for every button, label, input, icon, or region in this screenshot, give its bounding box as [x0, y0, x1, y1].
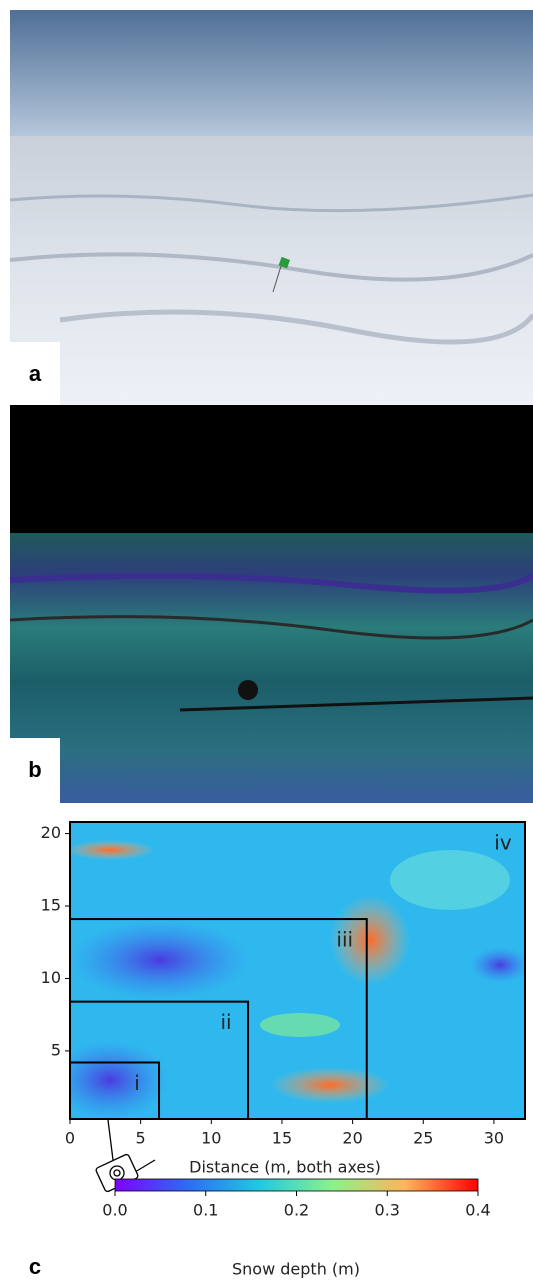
photo-panel: a	[9, 10, 533, 405]
colorbar	[114, 1178, 479, 1192]
render-panel: b	[9, 405, 533, 803]
region-label: iv	[494, 831, 512, 855]
heatmap	[70, 822, 525, 1119]
x-tick-label: 20	[342, 1129, 362, 1148]
colorbar-tick-label: 0.3	[375, 1201, 400, 1220]
y-tick-label: 15	[41, 896, 61, 915]
y-tick-label: 20	[41, 823, 61, 842]
region-label: i	[134, 1071, 140, 1095]
region-label: ii	[220, 1010, 231, 1034]
panel-label: b	[28, 757, 41, 782]
region-box	[69, 821, 526, 1120]
y-tick-label: 5	[51, 1040, 61, 1059]
panel-label: c	[29, 1254, 41, 1279]
x-axis-label: Distance (m, both axes)	[189, 1158, 381, 1177]
panel-label: a	[29, 361, 42, 386]
colorbar-tick-label: 0.4	[465, 1201, 490, 1220]
colorbar-tick-label: 0.2	[284, 1201, 309, 1220]
colorbar-label: Snow depth (m)	[232, 1260, 360, 1279]
region-label: iii	[336, 928, 353, 952]
x-tick-label: 25	[413, 1129, 433, 1148]
x-tick-label: 5	[136, 1129, 146, 1148]
colorbar-tick-label: 0.0	[102, 1201, 127, 1220]
colorbar-tick-label: 0.1	[193, 1201, 218, 1220]
y-tick-label: 10	[41, 968, 61, 987]
x-tick-label: 15	[272, 1129, 292, 1148]
x-tick-label: 10	[201, 1129, 221, 1148]
x-tick-label: 30	[484, 1129, 504, 1148]
x-tick-label: 0	[65, 1129, 75, 1148]
